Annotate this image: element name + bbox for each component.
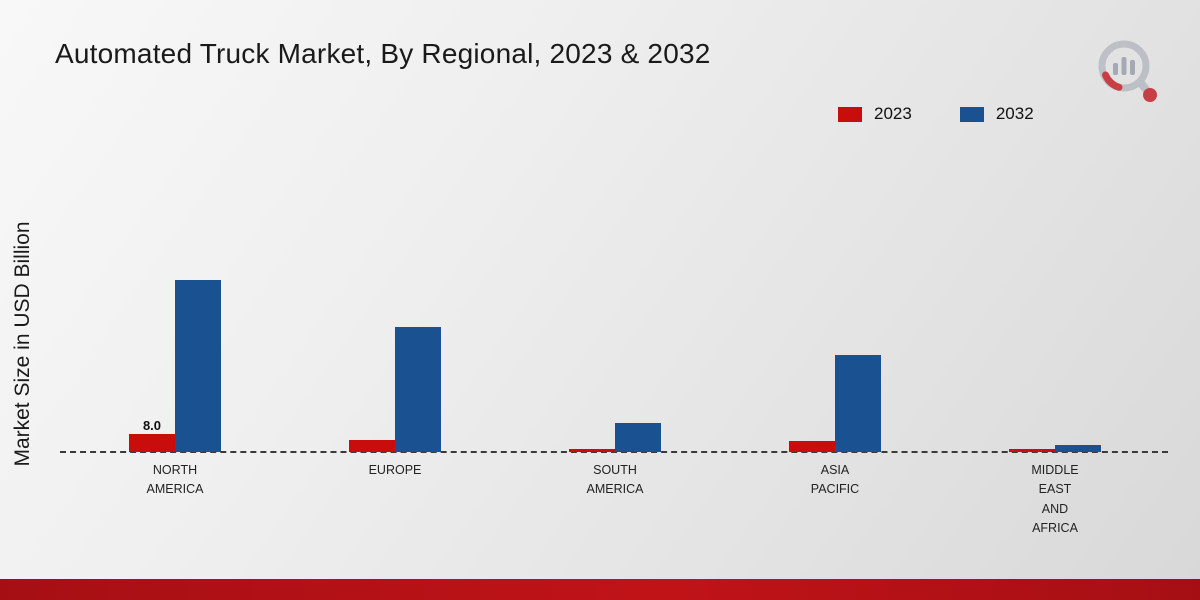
legend: 2023 2032 (838, 104, 1034, 124)
bar-group-south-america (505, 423, 725, 452)
brand-logo-icon (1086, 30, 1164, 115)
bar-value-label: 8.0 (142, 418, 162, 434)
bar-group-middle-east-and-africa (945, 445, 1165, 452)
bar-2032-south-america (615, 423, 661, 452)
category-label-north-america: NORTH AMERICA (146, 463, 204, 497)
x-axis-baseline (60, 451, 1168, 453)
chart-title: Automated Truck Market, By Regional, 202… (55, 38, 711, 69)
category-label-south-america: SOUTH AMERICA (586, 463, 644, 497)
bar-2023-south-america (569, 448, 615, 452)
bar-2032-asia-pacific (835, 355, 881, 452)
bar-group-north-america: 8.0 (65, 280, 285, 452)
bar-2032-north-america (175, 280, 221, 452)
legend-swatch-2032 (959, 106, 984, 122)
bar-2032-middle-east-and-africa (1055, 445, 1101, 452)
legend-item-2023: 2023 (838, 104, 912, 124)
bar-2023-europe (349, 439, 395, 452)
legend-label-2023: 2023 (874, 104, 912, 123)
legend-label-2032: 2032 (995, 104, 1034, 123)
footer-bar (0, 579, 1200, 600)
bar-2032-europe (395, 326, 441, 452)
bar-2023-middle-east-and-africa (1009, 449, 1055, 452)
bar-2023-asia-pacific (789, 441, 835, 452)
legend-swatch-2023 (838, 106, 862, 122)
legend-item-2032: 2032 (959, 104, 1034, 124)
category-label-europe: EUROPE (368, 463, 422, 477)
bar-group-asia-pacific (725, 355, 945, 452)
bar-group-europe (285, 326, 505, 452)
category-label-middle-east-and-africa: MIDDLE EAST AND AFRICA (1031, 463, 1079, 536)
category-label-asia-pacific: ASIA PACIFIC (810, 463, 860, 497)
bar-2023-north-america (129, 434, 175, 452)
